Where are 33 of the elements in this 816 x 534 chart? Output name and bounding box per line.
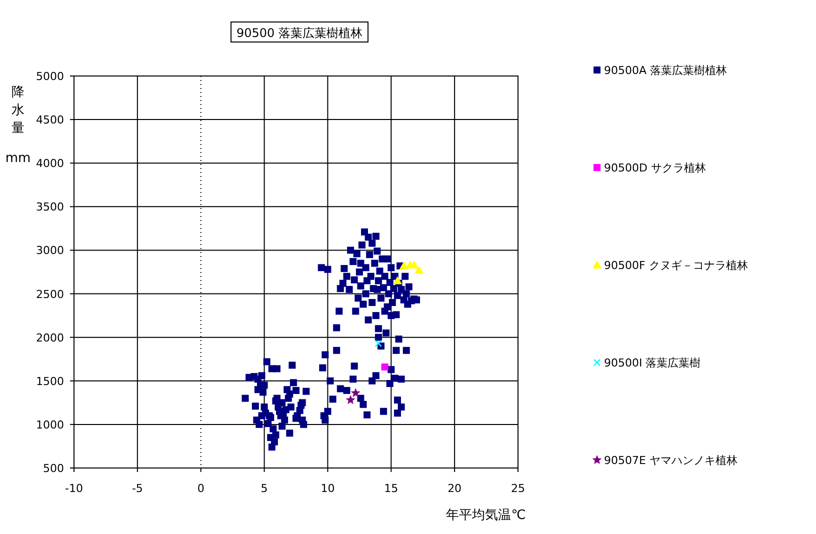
y-tick-label: 2000: [36, 331, 64, 344]
x-tick-label: -5: [132, 482, 143, 495]
legend-label: 90500I 落葉広葉樹: [604, 356, 701, 370]
x-tick-label: 5: [260, 482, 268, 495]
y-tick-label: 500: [43, 462, 64, 475]
x-tick-label: 0: [197, 482, 204, 495]
point: [399, 261, 408, 270]
point: [346, 395, 356, 404]
point: [381, 363, 388, 370]
legend-label: 90500A 落葉広葉樹植林: [604, 64, 728, 77]
y-tick-label: 4500: [36, 114, 64, 127]
x-tick-label: 25: [511, 482, 525, 495]
x-tick-label: -10: [65, 482, 83, 495]
point: [392, 276, 402, 284]
point: [374, 340, 382, 348]
x-axis-title: 年平均気温℃: [446, 508, 526, 523]
legend-label: 90507E ヤマハンノキ植林: [604, 454, 738, 467]
point: [414, 266, 424, 274]
x-tick-label: 15: [384, 482, 398, 495]
y-tick-label: 3000: [36, 244, 64, 258]
legend-label: 90500D サクラ植林: [604, 162, 706, 174]
legend-label: 90500F クヌギ－コナラ植林: [604, 259, 748, 272]
y-tick-label: 1500: [36, 374, 64, 388]
y-tick-label: 1000: [36, 418, 64, 432]
y-tick-label: 3500: [36, 200, 64, 214]
y-tick-label: 4000: [36, 157, 64, 170]
point: [350, 388, 360, 398]
y-tick-label: 5000: [36, 70, 64, 83]
chart-title: 90500 落葉広葉樹植林: [236, 26, 362, 40]
x-tick-label: 20: [448, 482, 462, 495]
x-tick-label: 10: [320, 482, 335, 495]
y-axis-title: 降水量 mm: [5, 85, 31, 166]
y-tick-label: 2500: [36, 288, 64, 301]
